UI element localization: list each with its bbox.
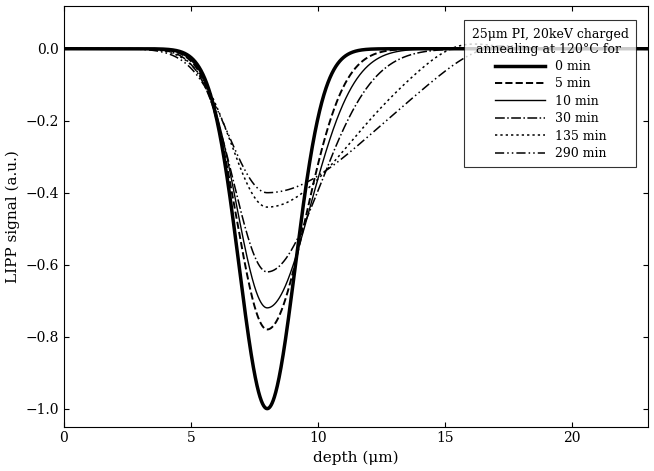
30 min bbox=[633, 46, 641, 51]
Line: 30 min: 30 min bbox=[64, 49, 649, 272]
Y-axis label: LIPP signal (a.u.): LIPP signal (a.u.) bbox=[5, 150, 20, 283]
10 min bbox=[645, 46, 653, 51]
5 min bbox=[633, 46, 641, 51]
290 min bbox=[127, 46, 135, 51]
5 min bbox=[264, 326, 271, 332]
0 min bbox=[633, 46, 641, 51]
135 min bbox=[645, 46, 653, 51]
30 min bbox=[264, 269, 271, 275]
Line: 10 min: 10 min bbox=[64, 49, 649, 308]
0 min bbox=[127, 46, 135, 51]
290 min bbox=[284, 187, 292, 193]
10 min bbox=[570, 46, 578, 51]
10 min bbox=[162, 47, 169, 53]
135 min bbox=[284, 199, 292, 205]
135 min bbox=[264, 204, 271, 210]
290 min bbox=[634, 46, 642, 52]
5 min bbox=[570, 46, 578, 51]
30 min bbox=[284, 252, 292, 258]
5 min bbox=[309, 180, 317, 186]
5 min bbox=[60, 46, 68, 51]
5 min bbox=[284, 287, 292, 292]
10 min bbox=[284, 276, 292, 282]
30 min bbox=[645, 46, 653, 51]
290 min bbox=[570, 47, 578, 52]
30 min bbox=[127, 46, 135, 51]
5 min bbox=[645, 46, 653, 51]
30 min bbox=[60, 46, 68, 51]
5 min bbox=[127, 46, 135, 51]
290 min bbox=[505, 43, 513, 49]
30 min bbox=[162, 48, 169, 54]
0 min bbox=[60, 46, 68, 51]
Line: 135 min: 135 min bbox=[64, 44, 649, 207]
135 min bbox=[127, 46, 135, 51]
10 min bbox=[633, 46, 641, 51]
Legend: 0 min, 5 min, 10 min, 30 min, 135 min, 290 min: 0 min, 5 min, 10 min, 30 min, 135 min, 2… bbox=[464, 20, 636, 168]
135 min bbox=[162, 49, 169, 54]
0 min bbox=[284, 317, 292, 323]
0 min bbox=[309, 137, 317, 143]
10 min bbox=[264, 305, 271, 311]
Line: 5 min: 5 min bbox=[64, 49, 649, 329]
135 min bbox=[570, 46, 578, 52]
290 min bbox=[162, 50, 169, 56]
0 min bbox=[570, 46, 578, 51]
Line: 0 min: 0 min bbox=[64, 49, 649, 409]
10 min bbox=[60, 46, 68, 51]
0 min bbox=[645, 46, 653, 51]
290 min bbox=[60, 46, 68, 51]
10 min bbox=[309, 192, 317, 197]
135 min bbox=[309, 180, 317, 186]
30 min bbox=[570, 46, 578, 51]
10 min bbox=[127, 46, 135, 51]
30 min bbox=[309, 199, 317, 204]
0 min bbox=[162, 46, 169, 52]
290 min bbox=[264, 190, 271, 195]
135 min bbox=[634, 46, 642, 51]
290 min bbox=[645, 46, 653, 52]
290 min bbox=[309, 176, 317, 181]
Line: 290 min: 290 min bbox=[64, 46, 649, 193]
135 min bbox=[60, 46, 68, 51]
5 min bbox=[162, 47, 169, 53]
135 min bbox=[470, 41, 478, 47]
0 min bbox=[264, 406, 271, 412]
X-axis label: depth (μm): depth (μm) bbox=[313, 451, 399, 465]
